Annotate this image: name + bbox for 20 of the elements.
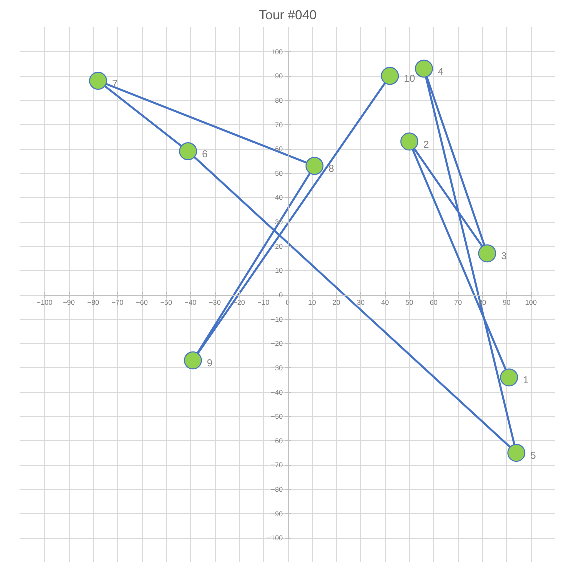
annotation: 6 [202, 150, 208, 161]
annotation: 2 [424, 140, 430, 151]
annotation: 8 [328, 164, 335, 176]
annotation: 3 [501, 252, 508, 263]
point [89, 72, 108, 90]
annotation: 4 [438, 66, 444, 78]
point [306, 157, 324, 176]
annotation: 10 [404, 74, 416, 86]
point [478, 244, 496, 263]
point [184, 352, 202, 370]
point [508, 444, 526, 462]
annotation: 1 [523, 376, 530, 387]
point [415, 60, 434, 78]
point [381, 67, 400, 86]
point [400, 132, 419, 151]
annotation: 5 [530, 451, 537, 462]
annotation: 9 [207, 358, 214, 370]
chart-title: Tour #040 [259, 8, 317, 22]
point [500, 368, 518, 387]
point [179, 142, 198, 161]
